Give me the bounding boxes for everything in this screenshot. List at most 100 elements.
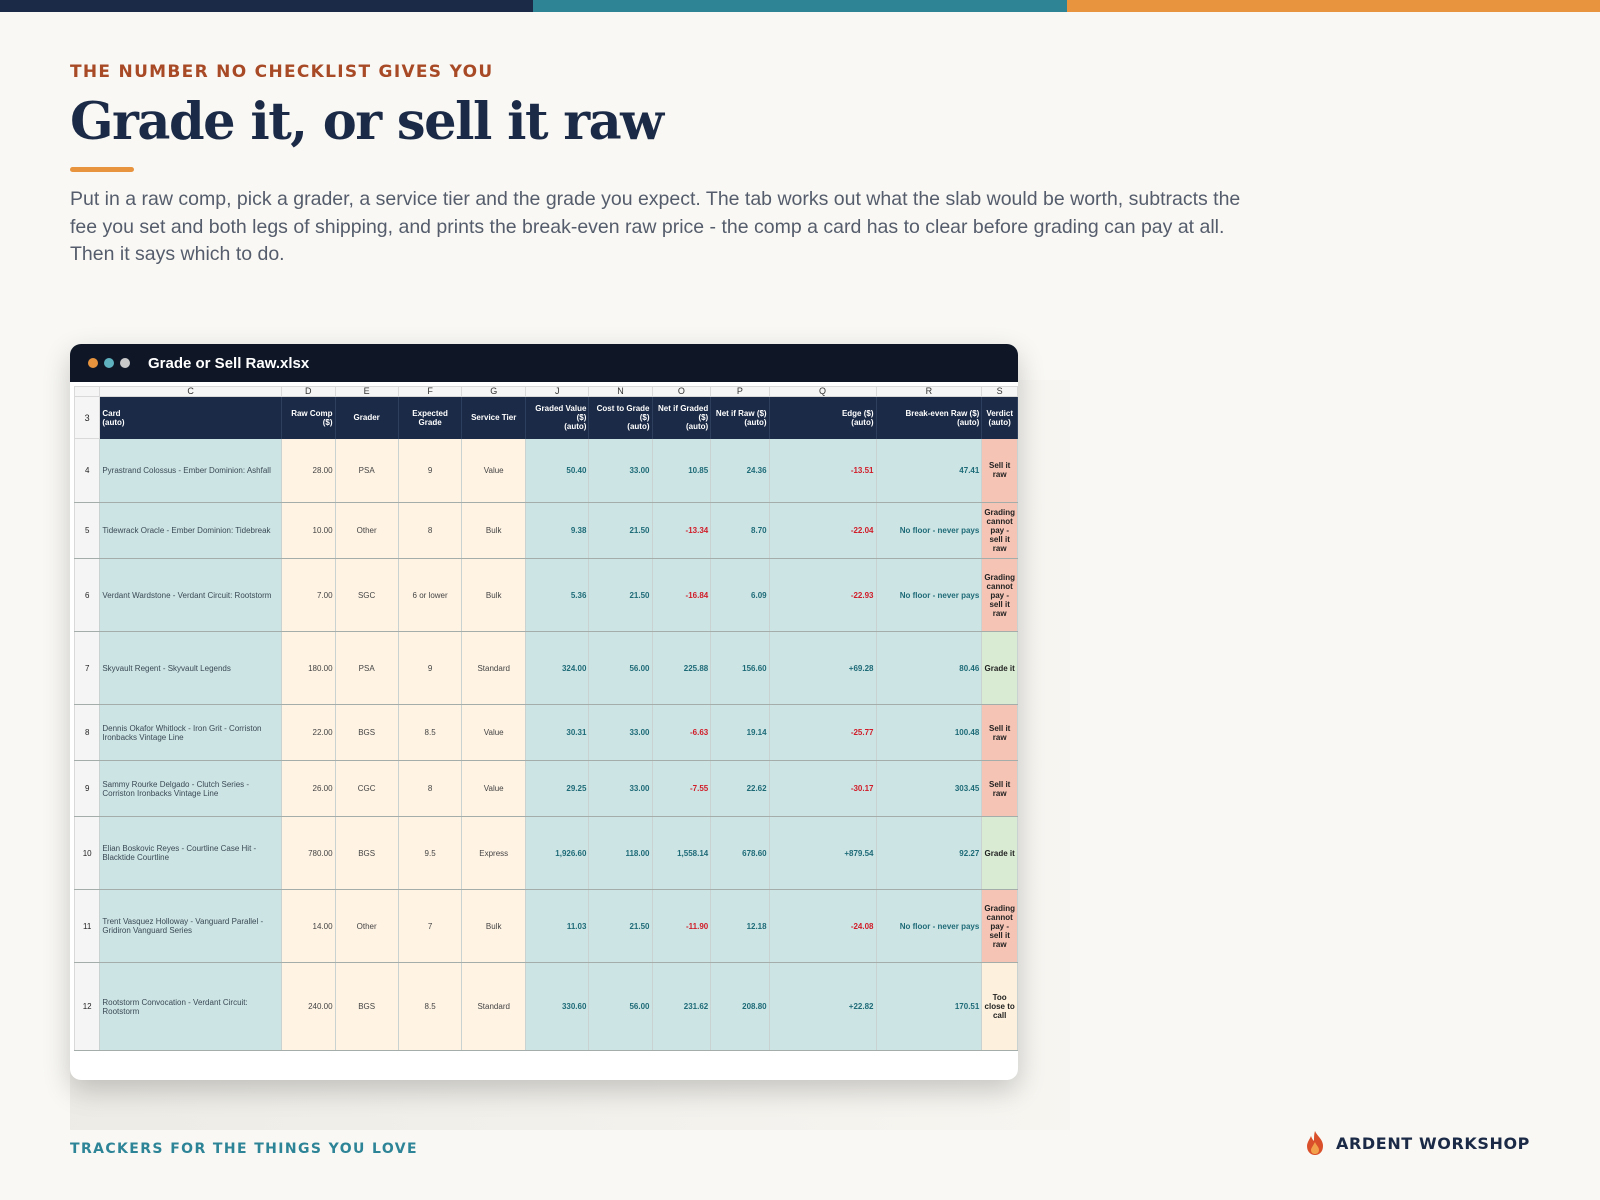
cell-card[interactable]: Sammy Rourke Delgado - Clutch Series - C… <box>99 760 282 817</box>
cell-verdict[interactable]: Sell it raw <box>981 704 1018 761</box>
cell-tier[interactable]: Bulk <box>461 502 526 559</box>
column-letter-d[interactable]: D <box>280 386 336 397</box>
cell-grader[interactable]: SGC <box>335 558 399 632</box>
corner-cell[interactable] <box>73 386 101 397</box>
cell-breakeven[interactable]: 92.27 <box>876 816 983 890</box>
cell-grader[interactable]: PSA <box>335 631 399 705</box>
cell-raw[interactable]: 7.00 <box>281 558 336 632</box>
cell-grader[interactable]: Other <box>335 889 399 963</box>
cell-net-graded[interactable]: 10.85 <box>652 438 712 503</box>
row-number[interactable]: 7 <box>73 631 101 705</box>
cell-tier[interactable]: Value <box>461 438 526 503</box>
cell-cost[interactable]: 33.00 <box>588 704 653 761</box>
row-number[interactable]: 4 <box>73 438 101 503</box>
cell-breakeven[interactable]: 47.41 <box>876 438 983 503</box>
cell-net-graded[interactable]: 231.62 <box>652 962 712 1051</box>
cell-grader[interactable]: CGC <box>335 760 399 817</box>
cell-grader[interactable]: BGS <box>335 704 399 761</box>
cell-card[interactable]: Elian Boskovic Reyes - Courtline Case Hi… <box>99 816 282 890</box>
column-letter-s[interactable]: S <box>981 386 1018 397</box>
cell-raw[interactable]: 26.00 <box>281 760 336 817</box>
cell-verdict[interactable]: Sell it raw <box>981 438 1018 503</box>
cell-raw[interactable]: 780.00 <box>281 816 336 890</box>
row-number[interactable]: 12 <box>73 962 101 1051</box>
column-header[interactable]: Raw Comp ($) <box>281 396 336 439</box>
cell-edge[interactable]: +879.54 <box>769 816 877 890</box>
row-number[interactable]: 5 <box>73 502 101 559</box>
cell-raw[interactable]: 180.00 <box>281 631 336 705</box>
column-header[interactable]: Verdict (auto) <box>981 396 1018 439</box>
row-number[interactable]: 9 <box>73 760 101 817</box>
column-header[interactable]: Net if Graded ($) (auto) <box>652 396 712 439</box>
column-header[interactable]: Card (auto) <box>99 396 282 439</box>
column-letter-c[interactable]: C <box>99 386 282 397</box>
cell-graded[interactable]: 324.00 <box>525 631 590 705</box>
row-number[interactable]: 10 <box>73 816 101 890</box>
cell-tier[interactable]: Standard <box>461 631 526 705</box>
cell-graded[interactable]: 1,926.60 <box>525 816 590 890</box>
cell-cost[interactable]: 118.00 <box>588 816 653 890</box>
cell-verdict[interactable]: Grading cannot pay - sell it raw <box>981 502 1018 559</box>
cell-card[interactable]: Verdant Wardstone - Verdant Circuit: Roo… <box>99 558 282 632</box>
cell-breakeven[interactable]: 170.51 <box>876 962 983 1051</box>
cell-verdict[interactable]: Sell it raw <box>981 760 1018 817</box>
column-header[interactable]: Expected Grade <box>398 396 463 439</box>
cell-verdict[interactable]: Grade it <box>981 631 1018 705</box>
cell-raw[interactable]: 22.00 <box>281 704 336 761</box>
column-letter-q[interactable]: Q <box>768 386 877 397</box>
cell-tier[interactable]: Bulk <box>461 889 526 963</box>
cell-grade[interactable]: 9 <box>398 631 463 705</box>
cell-tier[interactable]: Value <box>461 704 526 761</box>
row-number[interactable]: 11 <box>73 889 101 963</box>
column-header[interactable]: Edge ($) (auto) <box>769 396 877 439</box>
cell-breakeven[interactable]: No floor - never pays <box>876 558 983 632</box>
cell-cost[interactable]: 21.50 <box>588 502 653 559</box>
cell-breakeven[interactable]: No floor - never pays <box>876 889 983 963</box>
cell-breakeven[interactable]: 80.46 <box>876 631 983 705</box>
column-letter-r[interactable]: R <box>875 386 983 397</box>
cell-grader[interactable]: Other <box>335 502 399 559</box>
column-header[interactable]: Break-even Raw ($) (auto) <box>876 396 983 439</box>
cell-card[interactable]: Trent Vasquez Holloway - Vanguard Parall… <box>99 889 282 963</box>
cell-net-raw[interactable]: 24.36 <box>710 438 770 503</box>
cell-verdict[interactable]: Grading cannot pay - sell it raw <box>981 558 1018 632</box>
cell-edge[interactable]: +69.28 <box>769 631 877 705</box>
cell-net-raw[interactable]: 156.60 <box>710 631 770 705</box>
cell-grader[interactable]: BGS <box>335 816 399 890</box>
cell-edge[interactable]: -22.93 <box>769 558 877 632</box>
cell-net-raw[interactable]: 12.18 <box>710 889 770 963</box>
cell-grade[interactable]: 8.5 <box>398 704 463 761</box>
cell-edge[interactable]: -25.77 <box>769 704 877 761</box>
column-letter-g[interactable]: G <box>461 386 526 397</box>
cell-verdict[interactable]: Grade it <box>981 816 1018 890</box>
cell-breakeven[interactable]: No floor - never pays <box>876 502 983 559</box>
cell-grade[interactable]: 8.5 <box>398 962 463 1051</box>
cell-edge[interactable]: -13.51 <box>769 438 877 503</box>
cell-cost[interactable]: 56.00 <box>588 962 653 1051</box>
column-letter-f[interactable]: F <box>397 386 463 397</box>
cell-raw[interactable]: 10.00 <box>281 502 336 559</box>
row-number[interactable]: 8 <box>73 704 101 761</box>
cell-net-graded[interactable]: -6.63 <box>652 704 712 761</box>
cell-raw[interactable]: 240.00 <box>281 962 336 1051</box>
cell-tier[interactable]: Value <box>461 760 526 817</box>
cell-net-raw[interactable]: 678.60 <box>710 816 770 890</box>
cell-grader[interactable]: BGS <box>335 962 399 1051</box>
cell-graded[interactable]: 9.38 <box>525 502 590 559</box>
column-header[interactable]: Graded Value ($) (auto) <box>525 396 590 439</box>
cell-tier[interactable]: Express <box>461 816 526 890</box>
cell-graded[interactable]: 50.40 <box>525 438 590 503</box>
cell-edge[interactable]: -22.04 <box>769 502 877 559</box>
cell-card[interactable]: Dennis Okafor Whitlock - Iron Grit - Cor… <box>99 704 282 761</box>
cell-breakeven[interactable]: 303.45 <box>876 760 983 817</box>
column-header[interactable]: Service Tier <box>461 396 526 439</box>
cell-net-graded[interactable]: 225.88 <box>652 631 712 705</box>
cell-net-raw[interactable]: 19.14 <box>710 704 770 761</box>
cell-cost[interactable]: 33.00 <box>588 438 653 503</box>
cell-net-graded[interactable]: -11.90 <box>652 889 712 963</box>
cell-grade[interactable]: 7 <box>398 889 463 963</box>
cell-card[interactable]: Skyvault Regent - Skyvault Legends <box>99 631 282 705</box>
cell-grade[interactable]: 6 or lower <box>398 558 463 632</box>
cell-cost[interactable]: 21.50 <box>588 558 653 632</box>
cell-grade[interactable]: 9.5 <box>398 816 463 890</box>
